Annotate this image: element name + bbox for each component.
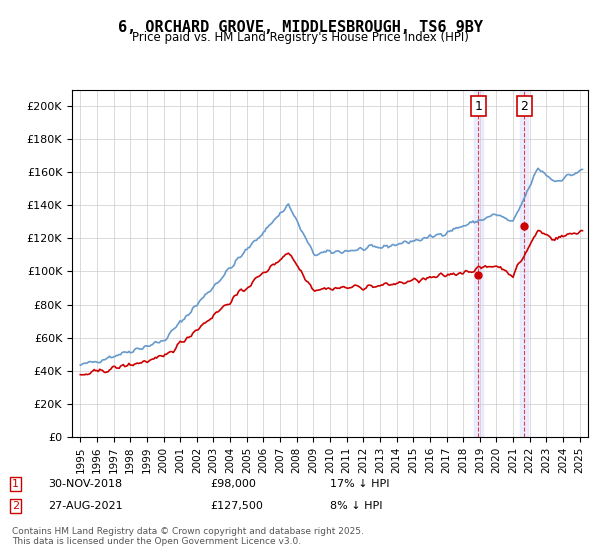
- Text: 27-AUG-2021: 27-AUG-2021: [48, 501, 122, 511]
- Text: 8% ↓ HPI: 8% ↓ HPI: [330, 501, 383, 511]
- Text: £127,500: £127,500: [210, 501, 263, 511]
- Text: 6, ORCHARD GROVE, MIDDLESBROUGH, TS6 9BY: 6, ORCHARD GROVE, MIDDLESBROUGH, TS6 9BY: [118, 20, 482, 35]
- Bar: [520, 90, 529, 437]
- Text: 1: 1: [475, 100, 482, 113]
- Text: 17% ↓ HPI: 17% ↓ HPI: [330, 479, 389, 489]
- Text: Price paid vs. HM Land Registry's House Price Index (HPI): Price paid vs. HM Land Registry's House …: [131, 31, 469, 44]
- Text: £98,000: £98,000: [210, 479, 256, 489]
- Text: 2: 2: [12, 501, 19, 511]
- Text: Contains HM Land Registry data © Crown copyright and database right 2025.
This d: Contains HM Land Registry data © Crown c…: [12, 526, 364, 546]
- Text: 2: 2: [520, 100, 528, 113]
- Text: 1: 1: [12, 479, 19, 489]
- Text: 30-NOV-2018: 30-NOV-2018: [48, 479, 122, 489]
- Bar: [474, 90, 482, 437]
